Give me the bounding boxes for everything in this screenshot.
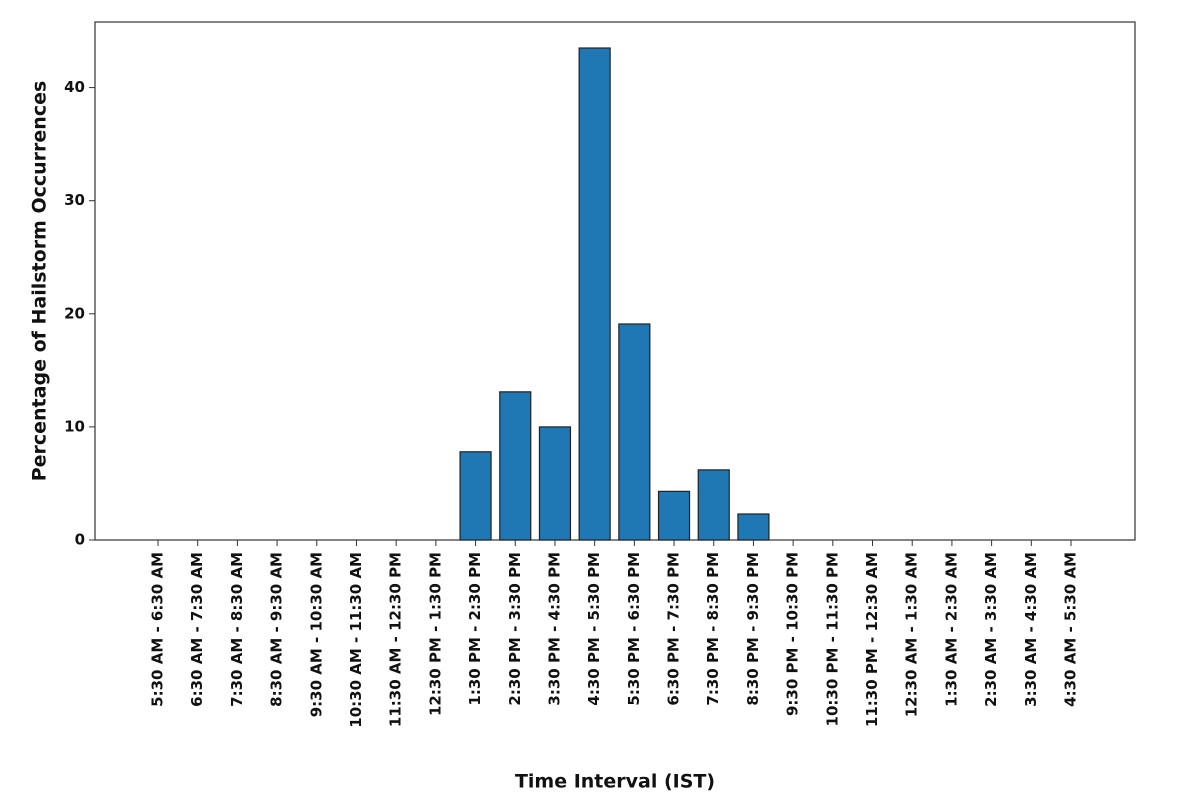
bar [737, 513, 770, 541]
bar [459, 451, 492, 541]
x-tick-label: 9:30 PM - 10:30 PM [784, 552, 802, 716]
x-tick-label: 10:30 AM - 11:30 AM [347, 552, 365, 728]
x-tick-label: 7:30 PM - 8:30 PM [704, 552, 722, 706]
x-tick-label: 7:30 AM - 8:30 AM [228, 552, 246, 707]
bar [538, 426, 572, 541]
x-tick-label: 1:30 AM - 2:30 AM [942, 552, 960, 707]
x-tick-label: 6:30 PM - 7:30 PM [665, 552, 683, 706]
y-tick-label: 20 [64, 304, 85, 322]
y-tick-label: 10 [64, 417, 85, 435]
y-axis-label: Percentage of Hailstorm Occurrences [29, 81, 51, 482]
bar [578, 47, 611, 541]
x-tick-label: 11:30 PM - 12:30 AM [863, 552, 881, 727]
x-tick-label: 10:30 PM - 11:30 PM [823, 552, 841, 726]
bar [657, 490, 691, 541]
x-tick-label: 5:30 PM - 6:30 PM [625, 552, 643, 706]
bar [618, 323, 651, 541]
x-axis-label: Time Interval (IST) [515, 771, 715, 793]
x-tick-label: 12:30 PM - 1:30 PM [426, 552, 444, 716]
x-tick-label: 3:30 AM - 4:30 AM [1022, 552, 1040, 707]
x-tick-label: 5:30 AM - 6:30 AM [149, 552, 167, 707]
x-tick-label: 4:30 PM - 5:30 PM [585, 552, 603, 706]
y-tick-label: 30 [64, 191, 85, 209]
x-tick-label: 3:30 PM - 4:30 PM [545, 552, 563, 706]
plot-frame [94, 21, 1136, 541]
x-tick-label: 4:30 AM - 5:30 AM [1062, 552, 1080, 707]
x-tick-label: 8:30 AM - 9:30 AM [268, 552, 286, 707]
x-tick-label: 8:30 PM - 9:30 PM [744, 552, 762, 706]
y-tick-label: 40 [64, 78, 85, 96]
x-tick-label: 1:30 PM - 2:30 PM [466, 552, 484, 706]
x-tick-label: 6:30 AM - 7:30 AM [188, 552, 206, 707]
y-tick-label: 0 [75, 531, 85, 549]
x-tick-label: 9:30 AM - 10:30 AM [307, 552, 325, 717]
bar [499, 391, 532, 541]
x-tick-label: 2:30 AM - 3:30 AM [982, 552, 1000, 707]
x-tick-label: 11:30 AM - 12:30 PM [387, 552, 405, 727]
x-tick-label: 2:30 PM - 3:30 PM [506, 552, 524, 706]
bar [697, 469, 730, 541]
x-tick-label: 12:30 AM - 1:30 AM [903, 552, 921, 717]
